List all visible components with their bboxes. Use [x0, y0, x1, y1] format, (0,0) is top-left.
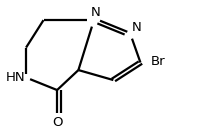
Text: O: O — [52, 116, 62, 129]
Text: N: N — [132, 22, 141, 34]
Text: HN: HN — [5, 71, 25, 84]
Text: N: N — [91, 6, 101, 20]
Text: Br: Br — [151, 55, 166, 69]
